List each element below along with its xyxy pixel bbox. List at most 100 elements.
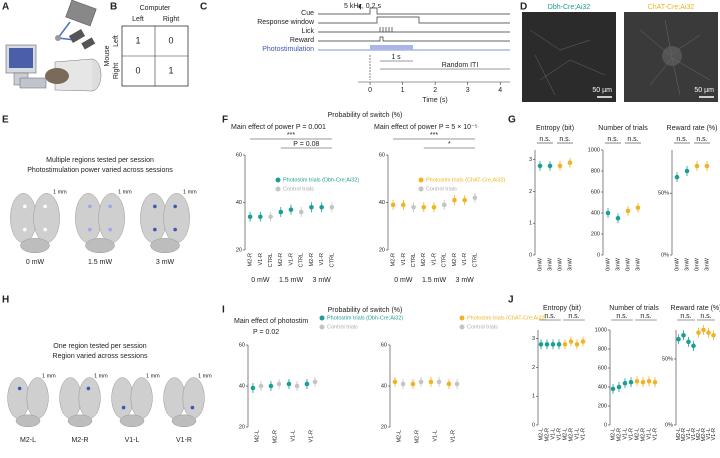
brain-hemisphere bbox=[26, 377, 49, 419]
data-point bbox=[628, 379, 634, 385]
section-title: Probability of switch (%) bbox=[328, 307, 403, 314]
table-cell: 0 bbox=[168, 35, 173, 45]
x-tick-label: 0 bbox=[368, 87, 372, 94]
group-label: 3 mW bbox=[313, 277, 332, 284]
data-point bbox=[706, 330, 711, 335]
brain-hemisphere bbox=[59, 377, 82, 419]
category-label: V1-L bbox=[432, 430, 438, 442]
category-label: CTRL bbox=[442, 253, 448, 267]
category-label: CTRL bbox=[472, 253, 478, 267]
category-label: V1-L bbox=[574, 428, 580, 440]
significance-label: n.s. bbox=[696, 136, 707, 143]
data-point bbox=[556, 342, 562, 347]
category-label: V1-R bbox=[319, 253, 325, 266]
stim-site bbox=[88, 227, 92, 232]
data-point bbox=[562, 342, 568, 347]
x-tick-label: 4 bbox=[498, 87, 502, 94]
scale-label: 1 s bbox=[391, 54, 401, 61]
significance-label: n.s. bbox=[559, 136, 570, 143]
data-point bbox=[568, 339, 574, 344]
data-point bbox=[557, 163, 563, 169]
data-point bbox=[634, 379, 640, 384]
y-tick-label: 0 bbox=[529, 252, 532, 258]
scale-label: 50 µm bbox=[694, 87, 714, 94]
panel-label: G bbox=[508, 115, 516, 126]
legend-label: Control trials bbox=[426, 186, 457, 192]
stim-site bbox=[153, 227, 157, 232]
legend-marker bbox=[418, 186, 424, 192]
chart-title: Entropy (bit) bbox=[536, 125, 574, 132]
data-point bbox=[537, 163, 543, 169]
significance-label: n.s. bbox=[607, 136, 618, 143]
category-label: V1-L bbox=[706, 428, 712, 440]
panel-label: F bbox=[222, 115, 228, 126]
panel-label: I bbox=[222, 305, 225, 316]
category-label: V1-R bbox=[628, 428, 634, 441]
category-label: 0mW bbox=[605, 257, 611, 271]
trace-label: Cue bbox=[301, 10, 314, 17]
category-label: CTRL bbox=[329, 253, 335, 267]
trace-label: Photostimulation bbox=[262, 46, 314, 53]
group-label: 1.5 mW bbox=[279, 277, 304, 284]
y-tick-label: 40 bbox=[239, 383, 245, 389]
panel-label: B bbox=[110, 2, 117, 13]
y-tick-label: 0 bbox=[532, 422, 535, 428]
data-point bbox=[247, 214, 253, 220]
category-label: M2-R bbox=[640, 428, 646, 441]
cerebellum bbox=[85, 238, 115, 254]
category-label: V1-R bbox=[462, 253, 468, 266]
image-title: ChAT-Cre;Ai32 bbox=[648, 4, 695, 11]
data-point bbox=[431, 204, 437, 210]
trace-label: Lick bbox=[302, 28, 315, 35]
data-point bbox=[538, 342, 544, 347]
cerebellum bbox=[67, 414, 93, 428]
significance-label: n.s. bbox=[544, 313, 555, 320]
legend-label: Photostim trials (ChAT-Cre;Ai32) bbox=[426, 177, 506, 183]
time-arrows bbox=[369, 55, 510, 80]
category-label: M2-L bbox=[676, 428, 682, 441]
data-point bbox=[258, 214, 263, 220]
cerebellum bbox=[15, 414, 41, 428]
category-label: 0mW bbox=[625, 257, 631, 271]
category-label: M2-R bbox=[309, 253, 315, 266]
scale-label: 1 mm bbox=[146, 373, 160, 379]
data-point bbox=[646, 379, 652, 384]
group-label: 1.5 mW bbox=[422, 277, 447, 284]
stim-site bbox=[173, 204, 177, 209]
category-label: CTRL bbox=[268, 253, 274, 267]
scale-label: 1 mm bbox=[118, 189, 132, 195]
category-label: M2-R bbox=[248, 253, 254, 266]
y-tick-label: 50% bbox=[662, 356, 673, 362]
trace-label: Response window bbox=[257, 19, 315, 26]
data-point bbox=[319, 204, 324, 210]
description: Photostimulation power varied across ses… bbox=[27, 167, 173, 174]
y-tick-label: 20 bbox=[381, 424, 387, 430]
row-label: Left bbox=[113, 35, 120, 47]
legend-marker bbox=[275, 186, 281, 192]
y-tick-label: 400 bbox=[598, 384, 607, 390]
category-label: M2-R bbox=[391, 253, 397, 266]
data-point bbox=[268, 383, 274, 389]
data-point bbox=[436, 379, 442, 385]
stim-site bbox=[153, 204, 157, 209]
y-tick-label: 1000 bbox=[588, 147, 600, 153]
category-label: 3mW bbox=[635, 257, 641, 271]
data-point bbox=[676, 336, 681, 342]
data-point bbox=[288, 207, 294, 212]
description: One region tested per session bbox=[53, 343, 146, 350]
condition-label: M2-R bbox=[71, 437, 88, 444]
condition-label: V1-R bbox=[176, 437, 192, 444]
data-point bbox=[550, 342, 556, 347]
data-point bbox=[428, 379, 434, 385]
brain-hemisphere bbox=[75, 193, 102, 243]
data-point bbox=[681, 332, 686, 338]
category-label: 0mW bbox=[694, 257, 700, 271]
chart-title: Reward rate (%) bbox=[671, 305, 720, 312]
data-point bbox=[701, 327, 706, 333]
category-label: M2-R bbox=[272, 430, 278, 443]
stim-site bbox=[190, 405, 195, 410]
table-cell: 1 bbox=[135, 35, 140, 45]
condition-label: V1-L bbox=[125, 437, 140, 444]
data-point bbox=[622, 380, 628, 386]
